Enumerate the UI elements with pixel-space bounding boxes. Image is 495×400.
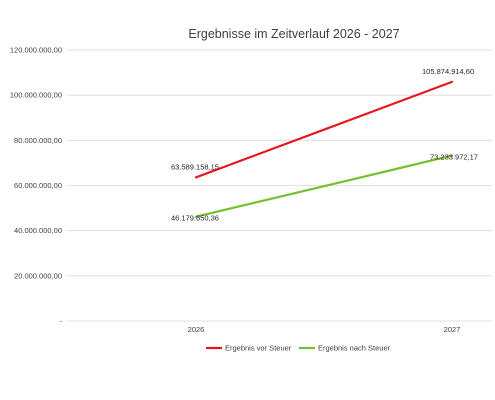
y-tick-label: 40.000.000,00 <box>14 226 62 235</box>
y-axis-tick-labels: - 20.000.000,00 40.000.000,00 60.000.000,00… <box>10 46 63 326</box>
data-label: 105.874.914,60 <box>422 67 474 76</box>
data-label: 63.589.158,15 <box>171 162 219 171</box>
legend: Ergebnis vor Steuer Ergebnis nach Steuer <box>206 344 391 353</box>
y-tick-label: - <box>60 317 63 326</box>
y-tick-label: 20.000.000,00 <box>14 271 62 280</box>
x-tick-label: 2026 <box>188 325 205 334</box>
legend-label: Ergebnis nach Steuer <box>318 344 391 353</box>
data-label: 46.179.650,36 <box>171 214 219 223</box>
y-tick-label: 120.000.000,00 <box>10 46 62 55</box>
series-line-1 <box>194 154 454 218</box>
chart-title: Ergebnisse im Zeitverlauf 2026 - 2027 <box>188 27 399 41</box>
data-labels: 63.589.158,15 105.874.914,60 46.179.650,36… <box>171 67 478 223</box>
y-tick-label: 100.000.000,00 <box>10 91 62 100</box>
x-tick-label: 2027 <box>444 325 461 334</box>
series-line-0 <box>194 80 454 179</box>
y-tick-label: 80.000.000,00 <box>14 136 62 145</box>
data-label: 73.233.972,17 <box>430 153 478 162</box>
legend-label: Ergebnis vor Steuer <box>225 344 292 353</box>
x-axis-tick-labels: 2026 2027 <box>188 325 461 334</box>
gridlines <box>67 49 492 322</box>
y-tick-label: 60.000.000,00 <box>14 181 62 190</box>
series-lines <box>194 80 454 218</box>
